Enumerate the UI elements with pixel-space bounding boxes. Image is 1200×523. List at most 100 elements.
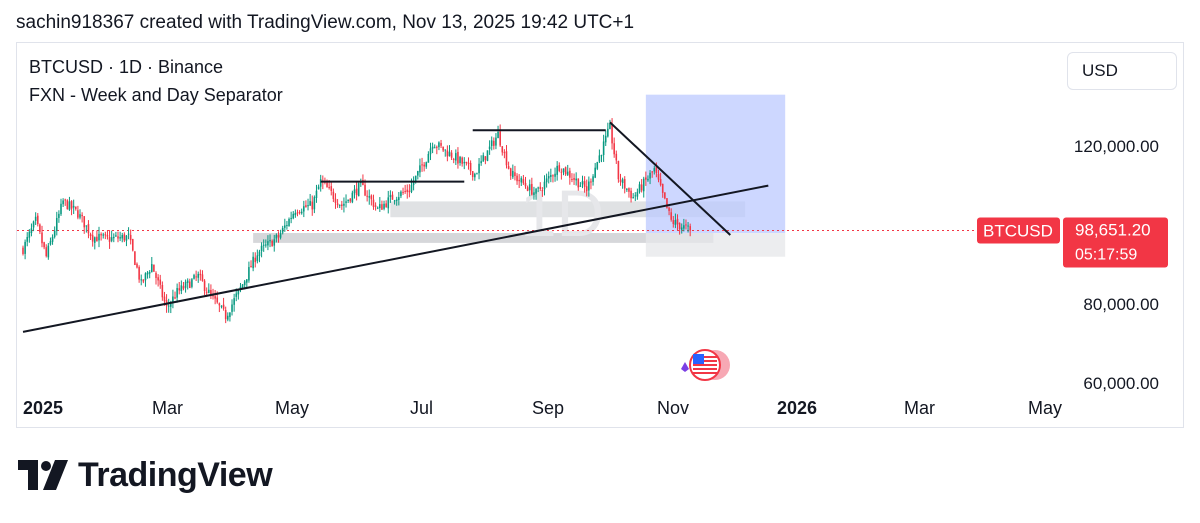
candle (383, 200, 385, 211)
candle (366, 190, 368, 202)
candle (566, 164, 569, 177)
candle (182, 281, 185, 291)
candle (43, 241, 45, 250)
candle (199, 269, 202, 281)
candle (188, 278, 191, 289)
candle (554, 167, 556, 182)
candle (442, 146, 444, 152)
candle (110, 230, 113, 243)
candle (621, 177, 624, 189)
candle (298, 210, 301, 215)
candle (91, 230, 94, 247)
candle (596, 161, 599, 171)
candle (313, 195, 316, 214)
candle (254, 252, 257, 268)
candle (423, 162, 425, 172)
candle (632, 193, 634, 199)
candle (478, 158, 480, 180)
candle (138, 265, 140, 283)
candle (579, 182, 582, 187)
candle (609, 119, 611, 130)
candle (100, 232, 102, 241)
trend-line-1[interactable] (609, 121, 731, 236)
candle (429, 142, 432, 161)
price-badge-countdown: 05:17:59 (1075, 246, 1137, 263)
candle (115, 231, 117, 237)
candle (142, 279, 145, 284)
candle (634, 192, 637, 202)
candle (524, 176, 527, 189)
currency-button[interactable]: USD (1067, 52, 1177, 90)
candle (248, 261, 250, 283)
candle (207, 283, 210, 294)
candle (450, 150, 453, 160)
candle (558, 162, 561, 173)
candle (493, 137, 495, 150)
chart-frame[interactable]: 1D 60,000.00 80,000.00 120,000.00 2025 Mar M… (16, 42, 1184, 428)
candle (689, 223, 691, 237)
candle (469, 160, 472, 176)
candle (630, 187, 632, 203)
candle (598, 149, 601, 164)
candle (161, 281, 164, 301)
candle (51, 234, 54, 245)
candle (507, 161, 510, 170)
candle (210, 284, 212, 300)
candle (300, 208, 303, 215)
candle (376, 206, 379, 210)
candle (180, 280, 183, 295)
candle (231, 299, 233, 316)
x-tick-label: May (1028, 398, 1062, 418)
candle (687, 222, 689, 233)
candle (474, 172, 476, 181)
candle (129, 229, 132, 245)
trend-line-0[interactable] (22, 184, 769, 333)
candle (119, 231, 121, 242)
candle (134, 250, 136, 266)
brand-name: TradingView (78, 455, 273, 494)
symbol-legend[interactable]: BTCUSD · 1D · Binance (29, 57, 224, 77)
candle (64, 198, 67, 206)
candle (444, 149, 447, 157)
brand[interactable]: TradingView (18, 455, 273, 495)
candle (140, 274, 143, 286)
candle (288, 217, 290, 227)
candle (22, 245, 24, 256)
candle (573, 173, 575, 185)
candle (471, 171, 474, 181)
candle (286, 220, 288, 230)
candle (649, 170, 651, 185)
candle (60, 198, 62, 216)
candle (613, 137, 615, 158)
candle (533, 186, 535, 200)
candle (427, 151, 430, 163)
zone-0 (253, 233, 714, 243)
candle (465, 161, 468, 166)
x-tick-label: Sep (532, 398, 564, 418)
candle (556, 161, 558, 181)
candle (664, 192, 666, 200)
candle (347, 199, 349, 204)
indicator-legend[interactable]: FXN - Week and Day Separator (29, 85, 283, 105)
candle (220, 305, 223, 309)
candle (645, 171, 647, 186)
candle (214, 290, 216, 305)
candle (531, 177, 533, 196)
candle (482, 152, 485, 162)
candle (604, 130, 607, 146)
candle (102, 232, 105, 239)
candle (229, 312, 231, 322)
us-flag-icon[interactable] (681, 349, 730, 381)
candle (70, 200, 73, 216)
candle (387, 190, 390, 214)
candle (419, 158, 421, 178)
candle (590, 178, 592, 190)
candle (315, 184, 318, 203)
candle (674, 213, 677, 229)
candle (79, 209, 81, 220)
candle (516, 173, 518, 185)
candle (594, 162, 596, 179)
candle (372, 194, 375, 210)
candle (332, 188, 335, 203)
